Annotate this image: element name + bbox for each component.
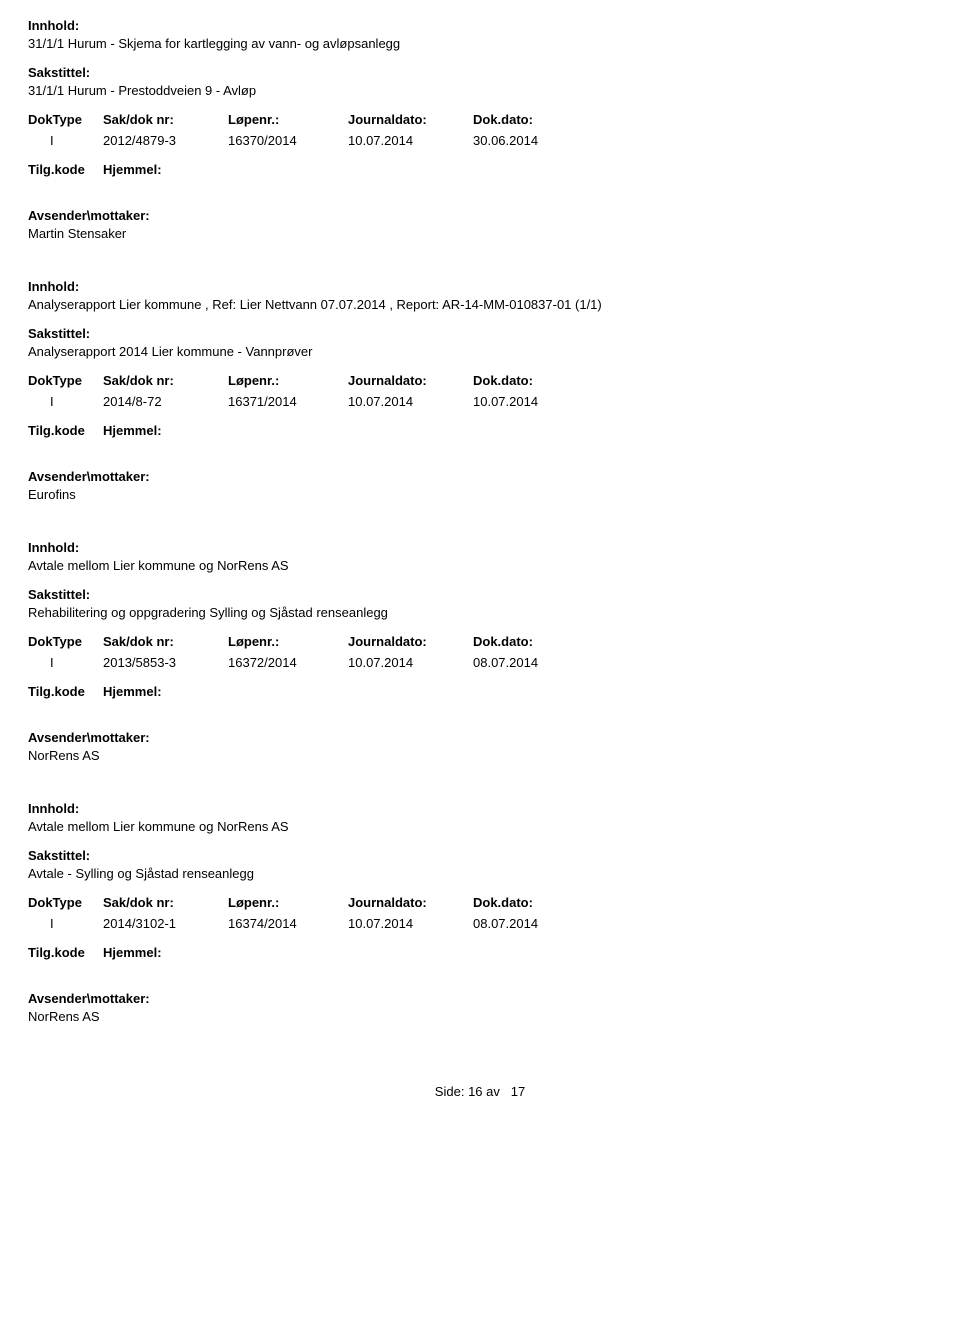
lopenr-label: Løpenr.: (228, 895, 348, 910)
dokdato-value: 10.07.2014 (473, 394, 593, 409)
lopenr-label: Løpenr.: (228, 634, 348, 649)
dokdato-value: 30.06.2014 (473, 133, 593, 148)
innhold-label: Innhold: (28, 18, 932, 33)
avsender-value: NorRens AS (28, 748, 932, 763)
dokdato-value: 08.07.2014 (473, 655, 593, 670)
journaldato-label: Journaldato: (348, 895, 473, 910)
page-footer: Side: 16 av 17 (28, 1084, 932, 1099)
doktype-value: I (28, 655, 103, 670)
saknr-label: Sak/dok nr: (103, 112, 228, 127)
saknr-value: 2014/8-72 (103, 394, 228, 409)
sakstittel-value: Avtale - Sylling og Sjåstad renseanlegg (28, 866, 932, 881)
innhold-value: Analyserapport Lier kommune , Ref: Lier … (28, 297, 932, 312)
innhold-value: 31/1/1 Hurum - Skjema for kartlegging av… (28, 36, 932, 51)
journaldato-value: 10.07.2014 (348, 394, 473, 409)
page-av: av (486, 1084, 500, 1099)
saknr-value: 2012/4879-3 (103, 133, 228, 148)
hjemmel-label: Hjemmel: (103, 684, 162, 699)
lopenr-value: 16370/2014 (228, 133, 348, 148)
saknr-value: 2014/3102-1 (103, 916, 228, 931)
journaldato-label: Journaldato: (348, 373, 473, 388)
journaldato-value: 10.07.2014 (348, 916, 473, 931)
sakstittel-value: Analyserapport 2014 Lier kommune - Vannp… (28, 344, 932, 359)
innhold-label: Innhold: (28, 801, 932, 816)
avsender-value: Eurofins (28, 487, 932, 502)
journal-entry: Innhold: 31/1/1 Hurum - Skjema for kartl… (28, 18, 932, 241)
doktype-value: I (28, 133, 103, 148)
avsender-label: Avsender\mottaker: (28, 469, 932, 484)
avsender-label: Avsender\mottaker: (28, 730, 932, 745)
tilgkode-label: Tilg.kode (28, 162, 103, 177)
doktype-label: DokType (28, 112, 103, 127)
journaldato-value: 10.07.2014 (348, 133, 473, 148)
avsender-value: NorRens AS (28, 1009, 932, 1024)
hjemmel-label: Hjemmel: (103, 162, 162, 177)
tilgkode-label: Tilg.kode (28, 423, 103, 438)
sakstittel-label: Sakstittel: (28, 587, 932, 602)
hjemmel-label: Hjemmel: (103, 945, 162, 960)
lopenr-label: Løpenr.: (228, 373, 348, 388)
saknr-label: Sak/dok nr: (103, 634, 228, 649)
hjemmel-label: Hjemmel: (103, 423, 162, 438)
saknr-label: Sak/dok nr: (103, 895, 228, 910)
lopenr-value: 16374/2014 (228, 916, 348, 931)
journaldato-label: Journaldato: (348, 634, 473, 649)
side-label: Side: (435, 1084, 465, 1099)
doktype-value: I (28, 394, 103, 409)
journal-entry: Innhold: Avtale mellom Lier kommune og N… (28, 801, 932, 1024)
journaldato-value: 10.07.2014 (348, 655, 473, 670)
tilgkode-label: Tilg.kode (28, 945, 103, 960)
innhold-value: Avtale mellom Lier kommune og NorRens AS (28, 558, 932, 573)
sakstittel-label: Sakstittel: (28, 848, 932, 863)
doktype-value: I (28, 916, 103, 931)
dokdato-label: Dok.dato: (473, 634, 593, 649)
journal-entry: Innhold: Avtale mellom Lier kommune og N… (28, 540, 932, 763)
sakstittel-value: Rehabilitering og oppgradering Sylling o… (28, 605, 932, 620)
dokdato-label: Dok.dato: (473, 895, 593, 910)
dokdato-value: 08.07.2014 (473, 916, 593, 931)
sakstittel-value: 31/1/1 Hurum - Prestoddveien 9 - Avløp (28, 83, 932, 98)
lopenr-value: 16371/2014 (228, 394, 348, 409)
innhold-label: Innhold: (28, 540, 932, 555)
innhold-label: Innhold: (28, 279, 932, 294)
saknr-label: Sak/dok nr: (103, 373, 228, 388)
doktype-label: DokType (28, 634, 103, 649)
innhold-value: Avtale mellom Lier kommune og NorRens AS (28, 819, 932, 834)
dokdato-label: Dok.dato: (473, 112, 593, 127)
doktype-label: DokType (28, 895, 103, 910)
page-total: 17 (511, 1084, 525, 1099)
page-current: 16 (468, 1084, 482, 1099)
avsender-value: Martin Stensaker (28, 226, 932, 241)
dokdato-label: Dok.dato: (473, 373, 593, 388)
journal-entry: Innhold: Analyserapport Lier kommune , R… (28, 279, 932, 502)
journaldato-label: Journaldato: (348, 112, 473, 127)
avsender-label: Avsender\mottaker: (28, 208, 932, 223)
avsender-label: Avsender\mottaker: (28, 991, 932, 1006)
lopenr-label: Løpenr.: (228, 112, 348, 127)
sakstittel-label: Sakstittel: (28, 326, 932, 341)
doktype-label: DokType (28, 373, 103, 388)
lopenr-value: 16372/2014 (228, 655, 348, 670)
saknr-value: 2013/5853-3 (103, 655, 228, 670)
tilgkode-label: Tilg.kode (28, 684, 103, 699)
sakstittel-label: Sakstittel: (28, 65, 932, 80)
